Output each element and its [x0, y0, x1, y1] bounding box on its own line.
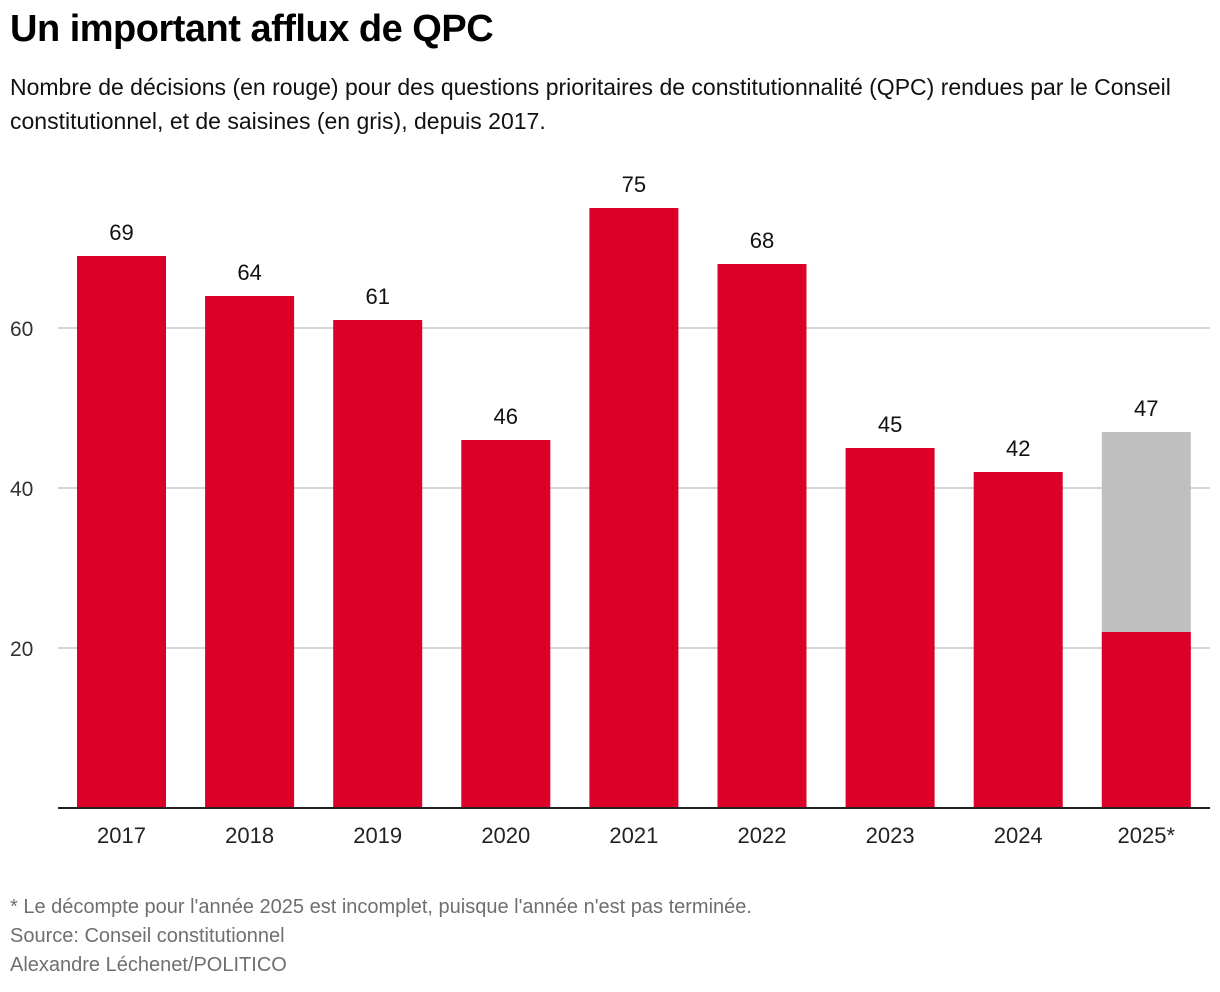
x-tick-label: 2024	[994, 823, 1043, 848]
credit-note: Alexandre Léchenet/POLITICO	[10, 954, 287, 976]
data-label: 68	[750, 228, 774, 253]
x-tick-label: 2023	[866, 823, 915, 848]
bar-chart: 20 40 60 69 2017 64 2018 61 2019 46 2020 75 2021 68 2…	[10, 172, 1210, 848]
bar-decisions	[845, 448, 935, 808]
data-label: 47	[1134, 396, 1158, 421]
bar-decisions	[333, 320, 423, 808]
data-label: 46	[494, 404, 518, 429]
y-tick-label: 40	[10, 478, 33, 501]
data-label: 64	[237, 260, 261, 285]
bar-decisions	[717, 264, 807, 808]
data-label: 61	[365, 284, 389, 309]
x-tick-label: 2017	[97, 823, 146, 848]
chart-subtitle: Nombre de décisions (en rouge) pour des …	[10, 74, 1171, 134]
bar-decisions	[461, 440, 551, 808]
bar-decisions	[589, 208, 679, 808]
x-tick-label: 2018	[225, 823, 274, 848]
bar-decisions	[205, 296, 295, 808]
bar-decisions	[77, 256, 166, 808]
x-tick-label: 2022	[738, 823, 787, 848]
chart-title: Un important afflux de QPC	[10, 8, 494, 50]
x-tick-label: 2025*	[1118, 823, 1176, 848]
footer: * Le décompte pour l'année 2025 est inco…	[10, 893, 752, 980]
data-label: 45	[878, 412, 902, 437]
data-label: 75	[622, 172, 646, 197]
data-label: 69	[109, 220, 133, 245]
x-tick-label: 2021	[609, 823, 658, 848]
data-labels: 69 2017 64 2018 61 2019 46 2020 75 2021 68 2022 45 20…	[97, 172, 1175, 848]
x-tick-label: 2019	[353, 823, 402, 848]
bar-decisions	[973, 472, 1063, 808]
y-tick-label: 20	[10, 638, 33, 661]
data-label: 42	[1006, 436, 1030, 461]
source-note: Source: Conseil constitutionnel	[10, 925, 285, 947]
bar-decisions	[1101, 632, 1191, 808]
bars	[77, 208, 1191, 808]
footnote: * Le décompte pour l'année 2025 est inco…	[10, 896, 752, 918]
y-tick-label: 60	[10, 318, 33, 341]
x-tick-label: 2020	[481, 823, 530, 848]
